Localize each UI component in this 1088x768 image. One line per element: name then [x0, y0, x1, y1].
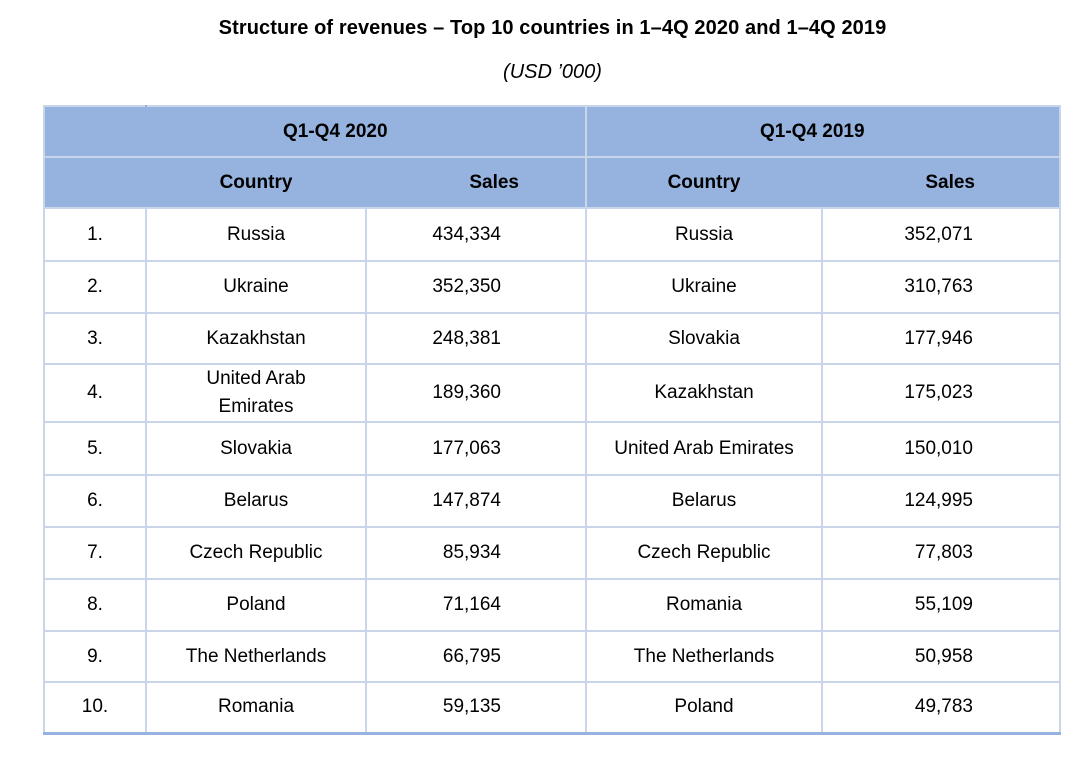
- sales-2019-cell: 77,803: [821, 526, 1061, 580]
- sales-2020-cell: 434,334: [365, 207, 587, 262]
- sales-2020-cell: 66,795: [365, 630, 587, 683]
- country-2019-cell: Slovakia: [585, 312, 823, 365]
- sales-2020-cell: 71,164: [365, 578, 587, 632]
- table-row: 4. United Arab Emirates 189,360 Kazakhstan 1…: [43, 363, 1061, 423]
- sales-2020-cell: 147,874: [365, 474, 587, 528]
- group-header-2020: Q1-Q4 2020: [145, 105, 587, 158]
- sales-2019-cell: 175,023: [821, 363, 1061, 423]
- sales-2019-cell: 49,783: [821, 681, 1061, 735]
- table-row: 1. Russia 434,334 Russia 352,071: [43, 207, 1061, 262]
- column-header-row: Country Sales Country Sales: [43, 156, 1061, 209]
- country-2019-cell: Ukraine: [585, 260, 823, 314]
- sales-2019-cell: 124,995: [821, 474, 1061, 528]
- rank-cell: 8.: [43, 578, 147, 632]
- sales-2020-cell: 189,360: [365, 363, 587, 423]
- sales-2019-cell: 50,958: [821, 630, 1061, 683]
- sales-2020-cell: 59,135: [365, 681, 587, 735]
- country-2020-cell: Czech Republic: [145, 526, 367, 580]
- country-2019-cell: The Netherlands: [585, 630, 823, 683]
- country-2019-cell: Romania: [585, 578, 823, 632]
- sales-header-2019: Sales: [821, 156, 1061, 209]
- country-2020-cell: Slovakia: [145, 421, 367, 476]
- rank-cell: 1.: [43, 207, 147, 262]
- country-2020-cell: Poland: [145, 578, 367, 632]
- country-2020-cell: Russia: [145, 207, 367, 262]
- country-2019-cell: Belarus: [585, 474, 823, 528]
- rank-cell: 4.: [43, 363, 147, 423]
- country-2019-cell: Poland: [585, 681, 823, 735]
- country-2020-cell: The Netherlands: [145, 630, 367, 683]
- sales-2019-cell: 310,763: [821, 260, 1061, 314]
- sales-2020-cell: 85,934: [365, 526, 587, 580]
- country-2020-cell: Ukraine: [145, 260, 367, 314]
- rank-cell: 6.: [43, 474, 147, 528]
- group-header-row: Q1-Q4 2020 Q1-Q4 2019: [43, 105, 1061, 158]
- revenue-table: Q1-Q4 2020 Q1-Q4 2019 Country Sales Coun…: [43, 105, 1061, 735]
- sales-2020-cell: 352,350: [365, 260, 587, 314]
- table-row: 6. Belarus 147,874 Belarus 124,995: [43, 474, 1061, 528]
- table-row: 7. Czech Republic 85,934 Czech Republic 77,8…: [43, 526, 1061, 580]
- table-title: Structure of revenues – Top 10 countries…: [218, 17, 887, 39]
- corner-cell: [43, 105, 147, 158]
- rank-cell: 3.: [43, 312, 147, 365]
- table-subtitle: (USD ’000): [503, 61, 602, 83]
- rank-cell: 2.: [43, 260, 147, 314]
- rank-cell: 10.: [43, 681, 147, 735]
- sales-2019-cell: 150,010: [821, 421, 1061, 476]
- country-2019-cell: Russia: [585, 207, 823, 262]
- country-2020-cell: United Arab Emirates: [145, 363, 367, 423]
- country-2020-cell: Kazakhstan: [145, 312, 367, 365]
- country-2019-cell: Kazakhstan: [585, 363, 823, 423]
- country-header-2020: Country: [145, 156, 367, 209]
- country-2019-cell: United Arab Emirates: [585, 421, 823, 476]
- table-body: 1. Russia 434,334 Russia 352,071 2. Ukraine 352…: [43, 207, 1061, 735]
- table-row: 8. Poland 71,164 Romania 55,109: [43, 578, 1061, 632]
- table-row: 9. The Netherlands 66,795 The Netherlands 50…: [43, 630, 1061, 683]
- sales-2019-cell: 177,946: [821, 312, 1061, 365]
- rank-cell: 5.: [43, 421, 147, 476]
- country-2020-cell: Belarus: [145, 474, 367, 528]
- group-header-2019: Q1-Q4 2019: [585, 105, 1061, 158]
- rank-header-cell: [43, 156, 147, 209]
- table-row: 10. Romania 59,135 Poland 49,783: [43, 681, 1061, 735]
- table-row: 2. Ukraine 352,350 Ukraine 310,763: [43, 260, 1061, 314]
- sales-2020-cell: 248,381: [365, 312, 587, 365]
- country-2020-cell: Romania: [145, 681, 367, 735]
- sales-2020-cell: 177,063: [365, 421, 587, 476]
- sales-2019-cell: 55,109: [821, 578, 1061, 632]
- rank-cell: 9.: [43, 630, 147, 683]
- table-row: 5. Slovakia 177,063 United Arab Emirates 150…: [43, 421, 1061, 476]
- country-2019-cell: Czech Republic: [585, 526, 823, 580]
- sales-2019-cell: 352,071: [821, 207, 1061, 262]
- rank-cell: 7.: [43, 526, 147, 580]
- country-header-2019: Country: [585, 156, 823, 209]
- sales-header-2020: Sales: [365, 156, 587, 209]
- table-row: 3. Kazakhstan 248,381 Slovakia 177,946: [43, 312, 1061, 365]
